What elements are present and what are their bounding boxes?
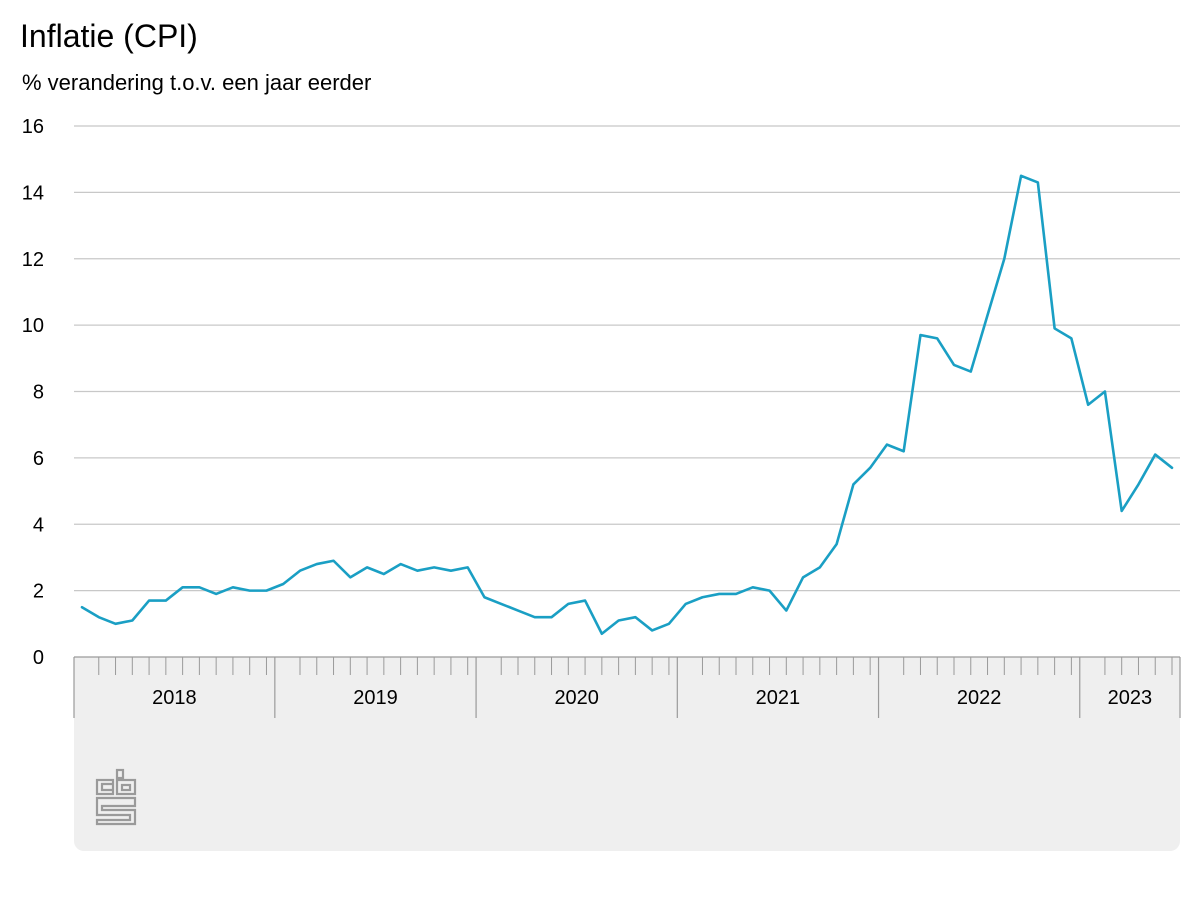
y-tick-label: 0 [33, 647, 44, 669]
data-point[interactable] [901, 448, 907, 454]
x-year-label: 2023 [1108, 687, 1153, 709]
chart-title: Inflatie (CPI) [20, 18, 198, 54]
data-point[interactable] [247, 588, 253, 594]
data-point[interactable] [96, 614, 102, 620]
data-point[interactable] [1052, 325, 1058, 331]
data-point[interactable] [431, 564, 437, 570]
y-tick-label: 16 [22, 116, 44, 138]
data-point[interactable] [834, 541, 840, 547]
data-point[interactable] [1001, 256, 1007, 262]
data-point[interactable] [699, 594, 705, 600]
data-point[interactable] [1169, 465, 1175, 471]
data-point[interactable] [632, 614, 638, 620]
data-point[interactable] [129, 617, 135, 623]
data-point[interactable] [1068, 335, 1074, 341]
y-tick-label: 8 [33, 382, 44, 404]
data-point[interactable] [180, 584, 186, 590]
x-year-label: 2021 [756, 687, 801, 709]
data-point[interactable] [314, 561, 320, 567]
data-point[interactable] [381, 571, 387, 577]
x-year-label: 2020 [554, 687, 599, 709]
data-point[interactable] [113, 621, 119, 627]
data-point[interactable] [498, 601, 504, 607]
data-point[interactable] [79, 604, 85, 610]
data-point[interactable] [817, 564, 823, 570]
data-point[interactable] [599, 631, 605, 637]
y-tick-label: 10 [22, 315, 44, 337]
data-point[interactable] [649, 627, 655, 633]
x-year-label: 2022 [957, 687, 1002, 709]
data-point[interactable] [800, 574, 806, 580]
data-point[interactable] [1135, 481, 1141, 487]
data-point[interactable] [850, 481, 856, 487]
data-point[interactable] [364, 564, 370, 570]
data-point[interactable] [481, 594, 487, 600]
x-year-label: 2018 [152, 687, 197, 709]
data-point[interactable] [515, 608, 521, 614]
data-point[interactable] [1085, 402, 1091, 408]
data-point[interactable] [1119, 508, 1125, 514]
data-point[interactable] [347, 574, 353, 580]
data-point[interactable] [532, 614, 538, 620]
data-point[interactable] [448, 568, 454, 574]
data-point[interactable] [616, 617, 622, 623]
x-axis-panel-top [74, 657, 1180, 677]
series-line [80, 174, 1174, 636]
data-point[interactable] [683, 601, 689, 607]
data-point[interactable] [1018, 173, 1024, 179]
data-point[interactable] [414, 568, 420, 574]
data-point[interactable] [716, 591, 722, 597]
data-point[interactable] [213, 591, 219, 597]
data-point[interactable] [1102, 389, 1108, 395]
y-tick-label: 2 [33, 581, 44, 603]
data-point[interactable] [331, 558, 337, 564]
data-point[interactable] [968, 369, 974, 375]
data-point[interactable] [230, 584, 236, 590]
chart-subtitle: % verandering t.o.v. een jaar eerder [22, 70, 372, 95]
data-point[interactable] [951, 362, 957, 368]
y-tick-label: 12 [22, 249, 44, 271]
data-point[interactable] [884, 442, 890, 448]
y-tick-label: 4 [33, 514, 44, 536]
data-point[interactable] [582, 598, 588, 604]
y-tick-label: 14 [22, 182, 44, 204]
data-point[interactable] [280, 581, 286, 587]
data-point[interactable] [297, 568, 303, 574]
data-point[interactable] [1035, 179, 1041, 185]
data-point[interactable] [733, 591, 739, 597]
x-axis-panel [74, 657, 1180, 851]
data-point[interactable] [934, 335, 940, 341]
data-point[interactable] [196, 584, 202, 590]
data-point[interactable] [549, 614, 555, 620]
cbs-logo-icon [95, 768, 137, 826]
data-point[interactable] [666, 621, 672, 627]
data-point[interactable] [867, 465, 873, 471]
data-point[interactable] [917, 332, 923, 338]
x-year-label: 2019 [353, 687, 398, 709]
data-point[interactable] [565, 601, 571, 607]
data-point[interactable] [465, 564, 471, 570]
data-point[interactable] [146, 598, 152, 604]
data-point[interactable] [1152, 452, 1158, 458]
y-tick-label: 6 [33, 448, 44, 470]
data-point[interactable] [398, 561, 404, 567]
data-point[interactable] [783, 608, 789, 614]
data-point[interactable] [985, 312, 991, 318]
data-point[interactable] [750, 584, 756, 590]
data-point[interactable] [263, 588, 269, 594]
data-point[interactable] [767, 588, 773, 594]
data-point[interactable] [163, 598, 169, 604]
